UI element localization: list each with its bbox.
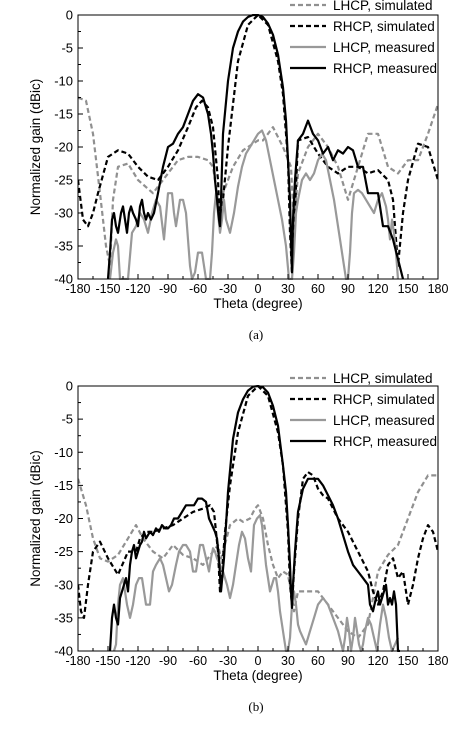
x-tick-label: 150 [398, 282, 419, 296]
y-tick-label: -5 [61, 412, 73, 427]
x-tick-label: -180 [65, 654, 90, 668]
legend-label: RHCP, measured [333, 434, 437, 449]
legend-label: LHCP, simulated [333, 0, 433, 13]
x-tick-label: 180 [428, 654, 449, 668]
series-line-rhcp-simulated [78, 385, 438, 619]
x-tick-label: 30 [281, 654, 295, 668]
figure-caption: (a) [249, 327, 263, 342]
series-line-rhcp-simulated [78, 14, 438, 274]
y-tick-label: -30 [54, 206, 73, 221]
y-tick-label: -20 [54, 140, 73, 155]
series-group [78, 14, 438, 280]
legend: LHCP, simulated RHCP, simulated LHCP, meas… [290, 371, 437, 449]
y-axis-label: Normalized gain (dBic) [28, 79, 43, 216]
x-tick-label: -60 [189, 282, 207, 296]
x-tick-label: 90 [341, 282, 355, 296]
legend-label: LHCP, measured [333, 40, 435, 55]
series-line-rhcp-measured [108, 385, 400, 652]
y-axis-label: Normalized gain (dBic) [28, 450, 43, 587]
figure-caption: (b) [248, 699, 263, 714]
y-tick-label: -30 [54, 577, 73, 592]
x-axis-label: Theta (degree) [213, 296, 302, 311]
y-tick-label: -15 [54, 107, 73, 122]
legend: LHCP, simulated RHCP, simulated LHCP, meas… [290, 0, 437, 76]
x-tick-label: -120 [125, 654, 150, 668]
x-tick-label: -120 [125, 282, 150, 296]
x-tick-label: -180 [65, 282, 90, 296]
x-tick-label: -30 [219, 654, 237, 668]
x-tick-label: 180 [428, 282, 449, 296]
x-tick-label: -90 [159, 654, 177, 668]
y-tick-label: -25 [54, 544, 73, 559]
series-line-lhcp-simulated [78, 96, 438, 267]
x-tick-label: 150 [398, 654, 419, 668]
x-tick-label: 60 [311, 282, 325, 296]
y-tick-label: -25 [54, 173, 73, 188]
x-tick-label: 30 [281, 282, 295, 296]
y-tick-label: -35 [54, 239, 73, 254]
x-tick-label: -30 [219, 282, 237, 296]
x-tick-label: -90 [159, 282, 177, 296]
y-tick-label: 0 [66, 8, 73, 23]
legend-label: RHCP, simulated [333, 392, 435, 407]
series-line-lhcp-measured [112, 514, 400, 652]
x-tick-label: -150 [95, 282, 120, 296]
series-line-lhcp-measured [108, 129, 400, 280]
series-line-rhcp-measured [106, 14, 405, 280]
x-tick-label: 60 [311, 654, 325, 668]
x-tick-label: 0 [255, 654, 262, 668]
legend-label: RHCP, measured [333, 61, 437, 76]
legend-label: LHCP, measured [333, 413, 435, 428]
chart-a: -180 -150 -120 -90 -60 -30 0 30 60 90 120 150 180 0 -5… [28, 0, 448, 342]
y-tick-label: 0 [66, 379, 73, 394]
y-tick-label: -15 [54, 478, 73, 493]
legend-label: RHCP, simulated [333, 19, 435, 34]
x-axis-label: Theta (degree) [213, 668, 302, 683]
y-tick-label: -20 [54, 511, 73, 526]
y-tick-label: -5 [61, 41, 73, 56]
y-tick-label: -10 [54, 445, 73, 460]
y-tick-label: -40 [54, 644, 73, 659]
x-tick-label: 120 [368, 282, 389, 296]
chart-b: -180 -150 -120 -90 -60 -30 0 30 60 90 120 150 180 0 -5… [28, 371, 448, 714]
x-tick-label: -60 [189, 654, 207, 668]
y-tick-label: -35 [54, 610, 73, 625]
x-tick-label: 90 [341, 654, 355, 668]
series-group [78, 385, 438, 652]
x-tick-label: -150 [95, 654, 120, 668]
x-tick-label: 120 [368, 654, 389, 668]
series-line-lhcp-simulated [78, 474, 438, 639]
y-tick-label: -40 [54, 272, 73, 287]
y-tick-label: -10 [54, 74, 73, 89]
x-tick-label: 0 [255, 282, 262, 296]
legend-label: LHCP, simulated [333, 371, 433, 386]
